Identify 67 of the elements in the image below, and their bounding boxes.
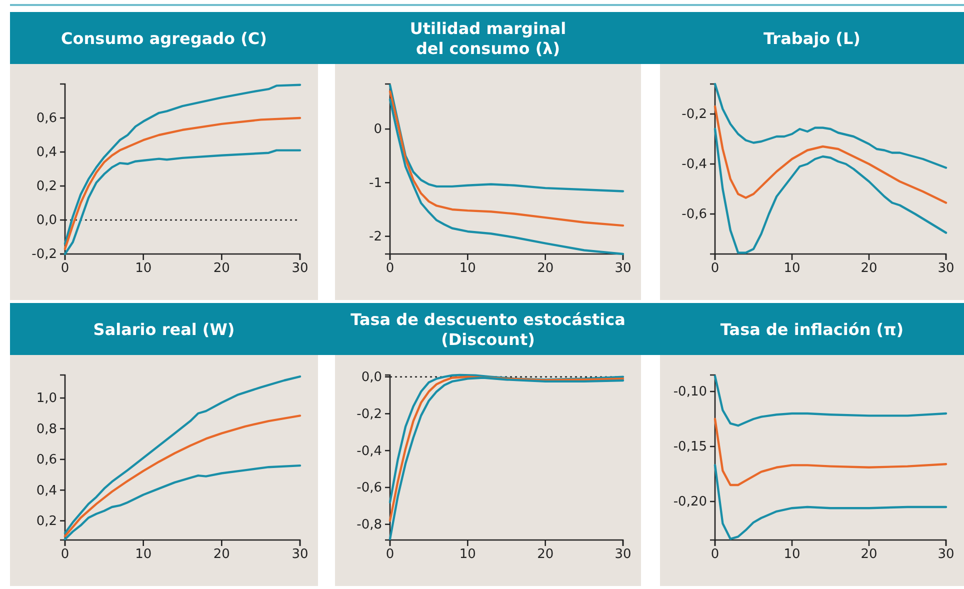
y-tick-label: 0 (374, 122, 382, 138)
y-tick-label: -2 (369, 229, 382, 244)
x-tick-label: 30 (614, 547, 632, 562)
y-tick-label: 0,8 (36, 422, 57, 437)
y-tick-label: 0,6 (36, 452, 57, 468)
chart-title: Tasa de inflación (π) (720, 320, 904, 339)
chart-title: Trabajo (L) (764, 29, 860, 48)
y-tick-label: -0,8 (356, 517, 382, 532)
line-series (388, 90, 624, 227)
x-tick-label: 10 (135, 261, 152, 276)
line-series (64, 414, 302, 538)
line-series (64, 84, 302, 245)
x-tick-label: 0 (60, 547, 70, 562)
y-tick-label: -0,6 (682, 207, 707, 222)
x-tick-label: 0 (710, 547, 720, 562)
y-tick-label: 0,2 (36, 514, 57, 529)
y-tick-label: 0,4 (36, 145, 57, 160)
x-tick-label: 30 (614, 261, 632, 276)
x-tick-label: 20 (537, 547, 554, 562)
x-tick-label: 20 (860, 547, 878, 562)
line-series (714, 418, 948, 486)
x-tick-label: 20 (860, 261, 878, 276)
y-tick-label: -0,10 (673, 384, 707, 400)
line-series (714, 128, 948, 254)
line-series (714, 375, 948, 427)
x-tick-label: 20 (213, 261, 230, 276)
y-tick-label: 0,0 (36, 213, 57, 228)
x-tick-label: 30 (292, 261, 308, 276)
x-tick-label: 30 (938, 547, 954, 562)
x-tick-label: 10 (135, 547, 152, 562)
x-tick-label: 10 (784, 261, 800, 276)
y-tick-label: -0,4 (356, 444, 382, 459)
x-tick-label: 0 (386, 261, 394, 276)
line-series (714, 105, 948, 204)
y-tick-label: -0,20 (673, 494, 707, 510)
y-tick-label: -1 (369, 176, 382, 191)
x-tick-label: 10 (784, 547, 800, 562)
x-tick-label: 30 (938, 261, 954, 276)
y-tick-label: -0,6 (356, 480, 382, 496)
y-tick-label: -0,2 (682, 107, 707, 122)
y-tick-label: -0,2 (356, 406, 382, 422)
line-series (64, 464, 302, 540)
line-series (64, 116, 302, 250)
x-tick-label: 0 (710, 261, 720, 276)
chart-title: Utilidad marginal del consumo (λ) (410, 19, 566, 58)
line-series (714, 82, 948, 169)
y-tick-label: 0,6 (36, 111, 57, 126)
x-tick-label: 10 (459, 261, 476, 276)
y-tick-label: -0,4 (682, 157, 707, 172)
line-series (64, 375, 302, 534)
x-tick-label: 10 (459, 547, 476, 562)
chart-title: Consumo agregado (C) (61, 29, 267, 48)
line-series (64, 149, 302, 256)
chart-title: Salario real (W) (93, 320, 235, 339)
y-tick-label: -0,2 (32, 247, 57, 262)
y-tick-label: 0,0 (361, 370, 382, 386)
x-tick-label: 20 (537, 261, 554, 276)
y-tick-label: 0,2 (36, 179, 57, 194)
y-tick-label: -0,15 (673, 440, 707, 455)
line-series (714, 464, 948, 540)
chart-title: Tasa de descuento estocástica (Discount) (350, 310, 626, 349)
y-tick-label: 1,0 (36, 391, 57, 406)
x-tick-label: 0 (386, 547, 394, 562)
y-tick-label: 0,4 (36, 483, 57, 498)
x-tick-label: 30 (292, 547, 308, 562)
x-tick-label: 0 (60, 261, 70, 276)
x-tick-label: 20 (213, 547, 230, 562)
